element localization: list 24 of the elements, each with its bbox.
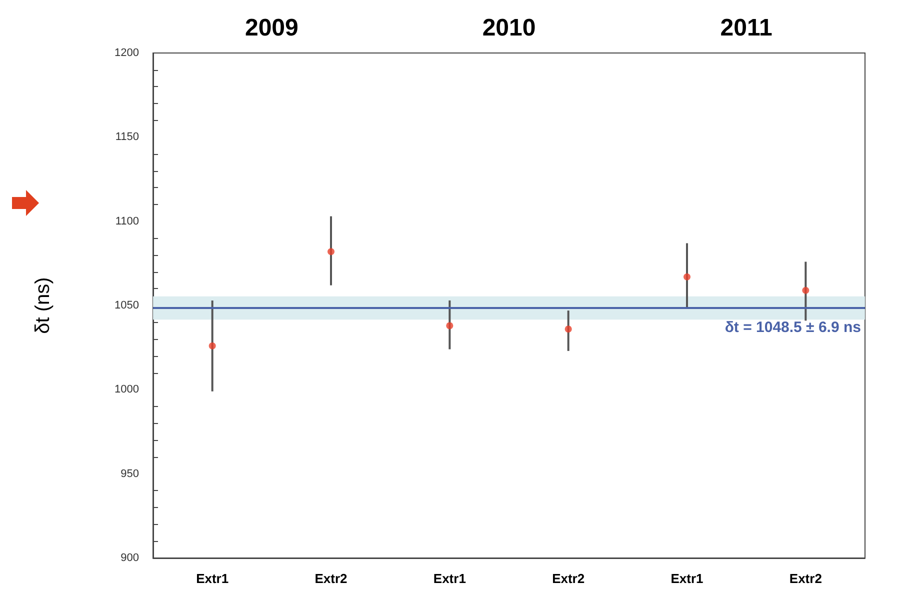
point — [564, 326, 572, 333]
ref-line-label: δt = 1048.5 ± 6.9 ns — [724, 319, 861, 336]
x-tick-label: Extr1 — [670, 571, 704, 586]
y-tick-label: 900 — [120, 552, 139, 564]
text: 2011 — [720, 14, 772, 42]
y-axis-title: δt (ns) — [32, 277, 54, 334]
x-tick-label: Extr2 — [314, 571, 348, 586]
y-tick-label: 950 — [120, 468, 139, 480]
point — [684, 273, 690, 280]
point — [802, 286, 810, 294]
x-tick-label: Extr2 — [789, 571, 822, 586]
x-tick-label: Extr1 — [433, 571, 466, 586]
point — [208, 342, 216, 350]
y-tick-label: 1150 — [115, 131, 139, 144]
x-tick-label: Extr2 — [552, 571, 585, 586]
point — [446, 322, 454, 330]
y-tick-label: 1000 — [114, 384, 139, 396]
y-tick-label: 1100 — [115, 215, 139, 228]
text: 2009 — [244, 14, 298, 42]
y-tick-label: 1200 — [114, 47, 139, 59]
point — [328, 248, 334, 256]
x-tick-label: Extr1 — [196, 571, 229, 586]
y-tick-label: 1050 — [114, 300, 139, 312]
text: 2010 — [482, 14, 536, 42]
